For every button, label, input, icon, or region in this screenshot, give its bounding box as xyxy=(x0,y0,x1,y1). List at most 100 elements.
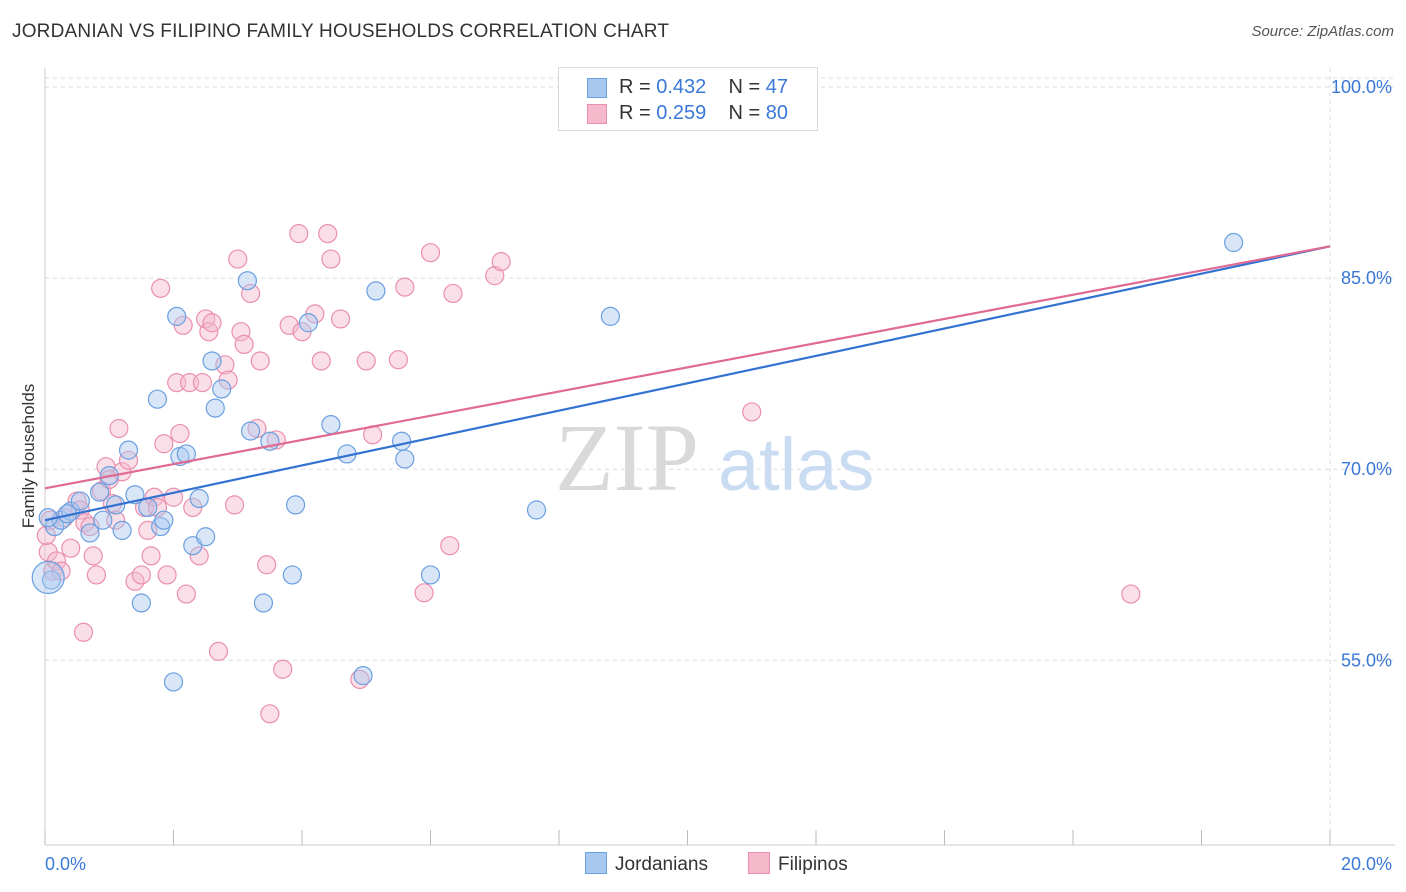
filipinos-point xyxy=(257,555,277,575)
filipinos-point xyxy=(118,450,139,470)
filipinos-point xyxy=(192,373,213,393)
jordanians-point xyxy=(212,379,232,399)
filipinos-point xyxy=(443,283,463,304)
jordanians-point xyxy=(600,306,621,326)
filipinos-n-label: N = xyxy=(728,102,761,124)
filipinos-point xyxy=(86,565,107,585)
trendlines xyxy=(44,245,1331,522)
filipinos-point xyxy=(289,223,309,244)
filipinos-point xyxy=(131,565,151,585)
filipinos-swatch xyxy=(587,104,607,124)
filipinos-point xyxy=(356,351,376,371)
bottom-filipinos-swatch xyxy=(748,852,770,874)
chart-title: JORDANIAN VS FILIPINO FAMILY HOUSEHOLDS … xyxy=(12,21,670,42)
filipinos-point xyxy=(388,350,408,370)
bottom-jordanians-label: Jordanians xyxy=(615,854,708,875)
filipinos-point xyxy=(83,546,103,566)
jordanians-point xyxy=(237,271,257,291)
filipinos-point xyxy=(138,520,158,540)
filipinos-point xyxy=(491,252,511,272)
filipinos-point xyxy=(208,641,229,661)
filipinos-point xyxy=(154,434,174,454)
y-tick-label: 100.0% xyxy=(1331,77,1392,97)
jordanians-point xyxy=(147,389,168,409)
jordanians-point xyxy=(90,482,110,502)
correlation-legend: R = 0.432 N = 47 R = 0.259 N = 80 xyxy=(558,67,818,131)
jordanians-n-label: N = xyxy=(728,76,761,98)
jordanians-point xyxy=(80,523,100,543)
bottom-jordanians-swatch xyxy=(585,852,607,874)
jordanians-point xyxy=(176,444,196,464)
filipinos-point xyxy=(170,423,190,444)
filipinos-point xyxy=(321,249,341,269)
jordanians-point xyxy=(1224,232,1244,253)
filipinos-point xyxy=(250,351,270,371)
jordanians-r-label: R = xyxy=(619,76,651,98)
jordanians-n-value: 47 xyxy=(765,76,789,98)
filipinos-point xyxy=(311,351,331,371)
filipinos-point xyxy=(1121,584,1141,604)
filipinos-point xyxy=(157,565,177,585)
filipinos-trendline xyxy=(44,245,1331,490)
filipinos-point xyxy=(234,334,254,355)
jordanians-point xyxy=(285,495,306,515)
bottom-legend-jordanians: Jordanians xyxy=(585,852,708,876)
jordanians-point xyxy=(70,491,90,511)
filipinos-point xyxy=(414,583,434,603)
jordanians-point xyxy=(321,415,341,435)
jordanians-point xyxy=(138,497,158,518)
y-tick-label: 55.0% xyxy=(1341,650,1392,670)
jordanians-point xyxy=(395,449,415,469)
axes xyxy=(44,68,1395,846)
filipinos-point xyxy=(440,536,460,556)
filipinos-point xyxy=(228,249,248,269)
filipinos-point xyxy=(176,584,196,604)
filipinos-r-label: R = xyxy=(619,102,651,124)
jordanians-trendline xyxy=(44,245,1331,522)
jordanians-point xyxy=(167,306,187,326)
jordanians-point xyxy=(163,672,184,692)
jordanians-point xyxy=(112,520,132,540)
filipinos-point xyxy=(260,704,280,724)
filipinos-point xyxy=(330,309,351,329)
filipinos-point xyxy=(395,277,415,297)
jordanians-point xyxy=(366,281,386,301)
filipinos-point xyxy=(318,223,338,244)
x-tick-label: 20.0% xyxy=(1341,854,1392,874)
filipinos-n-value: 80 xyxy=(765,102,789,124)
x-tick-label: 0.0% xyxy=(45,854,86,874)
filipinos-point xyxy=(61,538,81,558)
filipinos-point xyxy=(224,495,245,515)
filipinos-point xyxy=(485,266,505,286)
y-tick-label: 70.0% xyxy=(1341,459,1392,479)
jordanians-point xyxy=(196,527,216,547)
jordanians-point xyxy=(391,431,412,451)
y-tick-label: 85.0% xyxy=(1341,268,1392,288)
jordanians-large-point xyxy=(31,560,65,595)
watermark-atlas: atlas xyxy=(718,423,874,506)
jordanians-r-value: 0.432 xyxy=(656,76,707,98)
filipinos-point xyxy=(202,313,222,333)
filipinos-point xyxy=(420,243,441,263)
filipinos-point xyxy=(241,283,261,304)
jordanians-point xyxy=(282,565,302,585)
axis-labels: 55.0% 70.0% 85.0% 100.0% 0.0% 20.0% Family Hou… xyxy=(19,77,1392,874)
bottom-filipinos-label: Filipinos xyxy=(778,854,848,875)
jordanians-point xyxy=(118,440,139,460)
filipinos-point xyxy=(215,355,235,375)
jordanians-point xyxy=(253,593,274,613)
watermark-zip: ZIP xyxy=(555,404,699,511)
jordanians-point xyxy=(41,570,62,590)
watermark: ZIP atlas xyxy=(555,404,874,511)
jordanians-point xyxy=(131,593,151,613)
source-label: Source: ZipAtlas.com xyxy=(1251,23,1394,40)
filipinos-point xyxy=(151,278,171,298)
jordanians-point xyxy=(154,510,174,530)
filipinos-point xyxy=(141,546,161,566)
jordanians-swatch xyxy=(587,78,607,98)
jordanians-point xyxy=(526,500,547,520)
bottom-legend-filipinos: Filipinos xyxy=(748,852,848,876)
filipinos-point xyxy=(231,322,251,342)
jordanians-point xyxy=(298,313,319,333)
